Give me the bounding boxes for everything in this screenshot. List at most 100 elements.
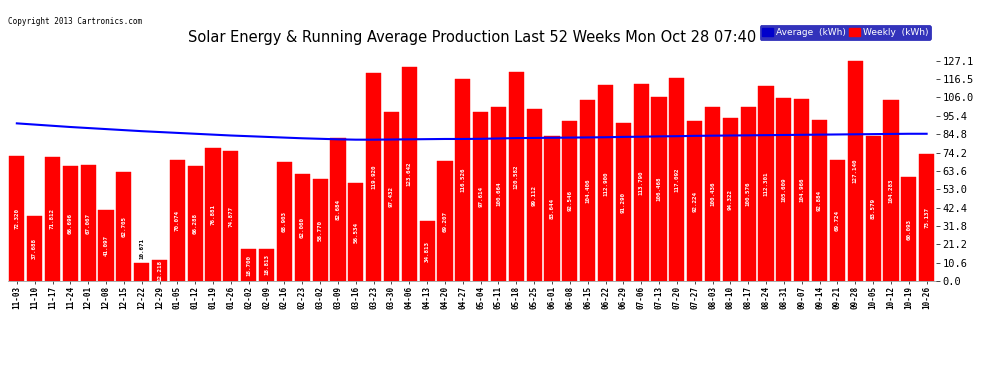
- Text: 104.406: 104.406: [585, 178, 590, 203]
- Bar: [544, 136, 559, 281]
- Bar: [616, 123, 631, 281]
- Bar: [794, 99, 810, 281]
- Text: 62.705: 62.705: [122, 216, 127, 237]
- Text: 18.700: 18.700: [247, 255, 251, 276]
- Bar: [651, 96, 666, 281]
- Bar: [224, 152, 239, 281]
- Text: 94.322: 94.322: [728, 189, 733, 210]
- Bar: [741, 107, 755, 281]
- Bar: [188, 166, 203, 281]
- Bar: [45, 157, 60, 281]
- Bar: [295, 174, 310, 281]
- Bar: [812, 120, 828, 281]
- Text: 123.642: 123.642: [407, 162, 412, 186]
- Text: 12.218: 12.218: [157, 260, 162, 281]
- Text: 120.582: 120.582: [514, 164, 519, 189]
- Text: 66.696: 66.696: [68, 213, 73, 234]
- Bar: [562, 121, 577, 281]
- Bar: [865, 136, 881, 281]
- Bar: [402, 67, 417, 281]
- Text: 92.224: 92.224: [692, 191, 697, 212]
- Bar: [705, 107, 720, 281]
- Text: 69.207: 69.207: [443, 211, 447, 232]
- Bar: [527, 109, 542, 281]
- Title: Solar Energy & Running Average Production Last 52 Weeks Mon Oct 28 07:40: Solar Energy & Running Average Productio…: [188, 30, 755, 45]
- Text: 106.468: 106.468: [656, 177, 661, 201]
- Text: 72.320: 72.320: [14, 208, 20, 229]
- Bar: [847, 61, 863, 281]
- Bar: [170, 160, 185, 281]
- Text: 100.436: 100.436: [710, 182, 715, 206]
- Text: 105.609: 105.609: [781, 177, 786, 202]
- Bar: [580, 100, 595, 281]
- Text: 113.790: 113.790: [639, 170, 644, 195]
- Bar: [134, 263, 149, 281]
- Bar: [27, 216, 43, 281]
- Bar: [598, 86, 613, 281]
- Text: 100.664: 100.664: [496, 182, 501, 206]
- Text: 76.881: 76.881: [211, 204, 216, 225]
- Text: 66.288: 66.288: [193, 213, 198, 234]
- Bar: [669, 78, 684, 281]
- Bar: [313, 179, 328, 281]
- Bar: [883, 100, 899, 281]
- Text: 56.534: 56.534: [353, 222, 358, 243]
- Text: 41.097: 41.097: [104, 235, 109, 256]
- Text: 97.614: 97.614: [478, 186, 483, 207]
- Bar: [723, 118, 738, 281]
- Bar: [919, 154, 935, 281]
- Text: 92.546: 92.546: [567, 190, 572, 211]
- Bar: [473, 112, 488, 281]
- Text: 60.093: 60.093: [906, 219, 911, 240]
- Text: 100.576: 100.576: [745, 182, 750, 206]
- Text: 82.684: 82.684: [336, 199, 341, 220]
- Text: 58.770: 58.770: [318, 220, 323, 241]
- Text: 18.813: 18.813: [264, 254, 269, 275]
- Text: 83.644: 83.644: [549, 198, 554, 219]
- Bar: [776, 98, 791, 281]
- Text: 37.688: 37.688: [33, 238, 38, 259]
- Bar: [420, 221, 435, 281]
- Bar: [758, 86, 773, 281]
- Text: 104.966: 104.966: [799, 178, 804, 203]
- Text: 69.724: 69.724: [835, 210, 840, 231]
- Text: 99.112: 99.112: [532, 185, 537, 206]
- Bar: [491, 106, 506, 281]
- Bar: [366, 73, 381, 281]
- Text: 67.067: 67.067: [86, 213, 91, 234]
- Bar: [901, 177, 917, 281]
- Bar: [634, 84, 648, 281]
- Text: 73.137: 73.137: [924, 207, 930, 228]
- Bar: [455, 79, 470, 281]
- Text: 68.903: 68.903: [282, 211, 287, 232]
- Bar: [331, 138, 346, 281]
- Text: 74.877: 74.877: [229, 206, 234, 227]
- Text: 10.671: 10.671: [140, 238, 145, 259]
- Text: Copyright 2013 Cartronics.com: Copyright 2013 Cartronics.com: [8, 17, 142, 26]
- Text: 70.074: 70.074: [175, 210, 180, 231]
- Text: 34.813: 34.813: [425, 240, 430, 261]
- Bar: [509, 72, 524, 281]
- Bar: [206, 148, 221, 281]
- Bar: [277, 162, 292, 281]
- Bar: [242, 249, 256, 281]
- Bar: [384, 112, 399, 281]
- Bar: [80, 165, 96, 281]
- Text: 91.290: 91.290: [621, 192, 626, 213]
- Bar: [438, 161, 452, 281]
- Text: 104.283: 104.283: [888, 178, 893, 203]
- Bar: [348, 183, 363, 281]
- Bar: [259, 249, 274, 281]
- Bar: [830, 160, 845, 281]
- Bar: [98, 210, 114, 281]
- Text: 116.526: 116.526: [460, 168, 465, 192]
- Text: 127.140: 127.140: [852, 159, 857, 183]
- Text: 117.092: 117.092: [674, 167, 679, 192]
- Bar: [152, 260, 167, 281]
- Bar: [116, 172, 132, 281]
- Text: 112.301: 112.301: [763, 172, 768, 196]
- Legend: Average  (kWh), Weekly  (kWh): Average (kWh), Weekly (kWh): [759, 26, 931, 40]
- Text: 71.812: 71.812: [50, 209, 55, 230]
- Text: 83.579: 83.579: [870, 198, 875, 219]
- Bar: [62, 165, 78, 281]
